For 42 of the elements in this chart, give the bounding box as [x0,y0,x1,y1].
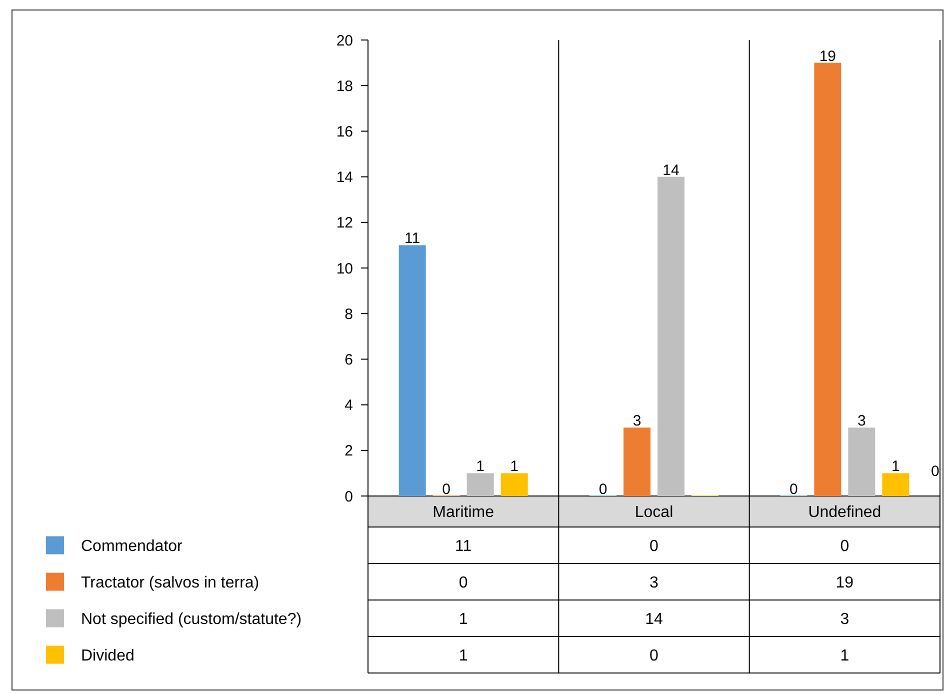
y-tick-label: 8 [344,306,353,323]
data-label: 0 [598,481,608,498]
y-tick-label: 6 [344,351,353,368]
data-label: 1 [476,458,485,476]
text: 0 [650,647,659,664]
data-label: 0 [789,481,798,498]
text: 3 [650,574,659,592]
text: 1 [458,647,468,664]
y-tick-label: 14 [336,169,353,186]
data-label: 0 [442,481,451,498]
text: 19 [836,574,854,592]
text: 1 [458,610,468,628]
text: 11 [455,538,472,555]
legend-label: Commendator [81,538,184,555]
text: 14 [645,610,663,628]
x-tick-label: Undefined [808,504,882,522]
y-tick-label: 2 [344,442,353,460]
text: 1 [840,647,850,664]
y-tick-label: 12 [336,214,353,232]
y-tick-label: 10 [336,260,353,278]
legend-label: Not specified (custom/statute?) [81,610,302,628]
x-tick-label: Local [634,504,674,522]
y-tick-label: 0 [344,488,353,506]
text: 3 [840,610,850,628]
data-label: 3 [632,412,642,430]
y-tick-label: 4 [344,397,353,414]
text: 0 [650,538,659,555]
data-label: 14 [662,162,680,179]
data-label: 11 [404,230,420,248]
text: 0 [458,574,468,592]
y-tick-label: 20 [336,32,353,50]
data-label: 1 [510,458,519,476]
annotation: 0 [930,463,940,480]
text: 0 [840,538,850,555]
data-label: 3 [857,412,866,430]
legend-label: Divided [81,647,134,664]
data-label: 19 [819,48,836,65]
data-label: 1 [891,458,900,476]
x-tick-label: Maritime [432,504,494,522]
legend-label: Tractator (salvos in terra) [81,574,260,592]
y-tick-label: 18 [336,78,353,95]
y-tick-label: 16 [336,123,353,140]
